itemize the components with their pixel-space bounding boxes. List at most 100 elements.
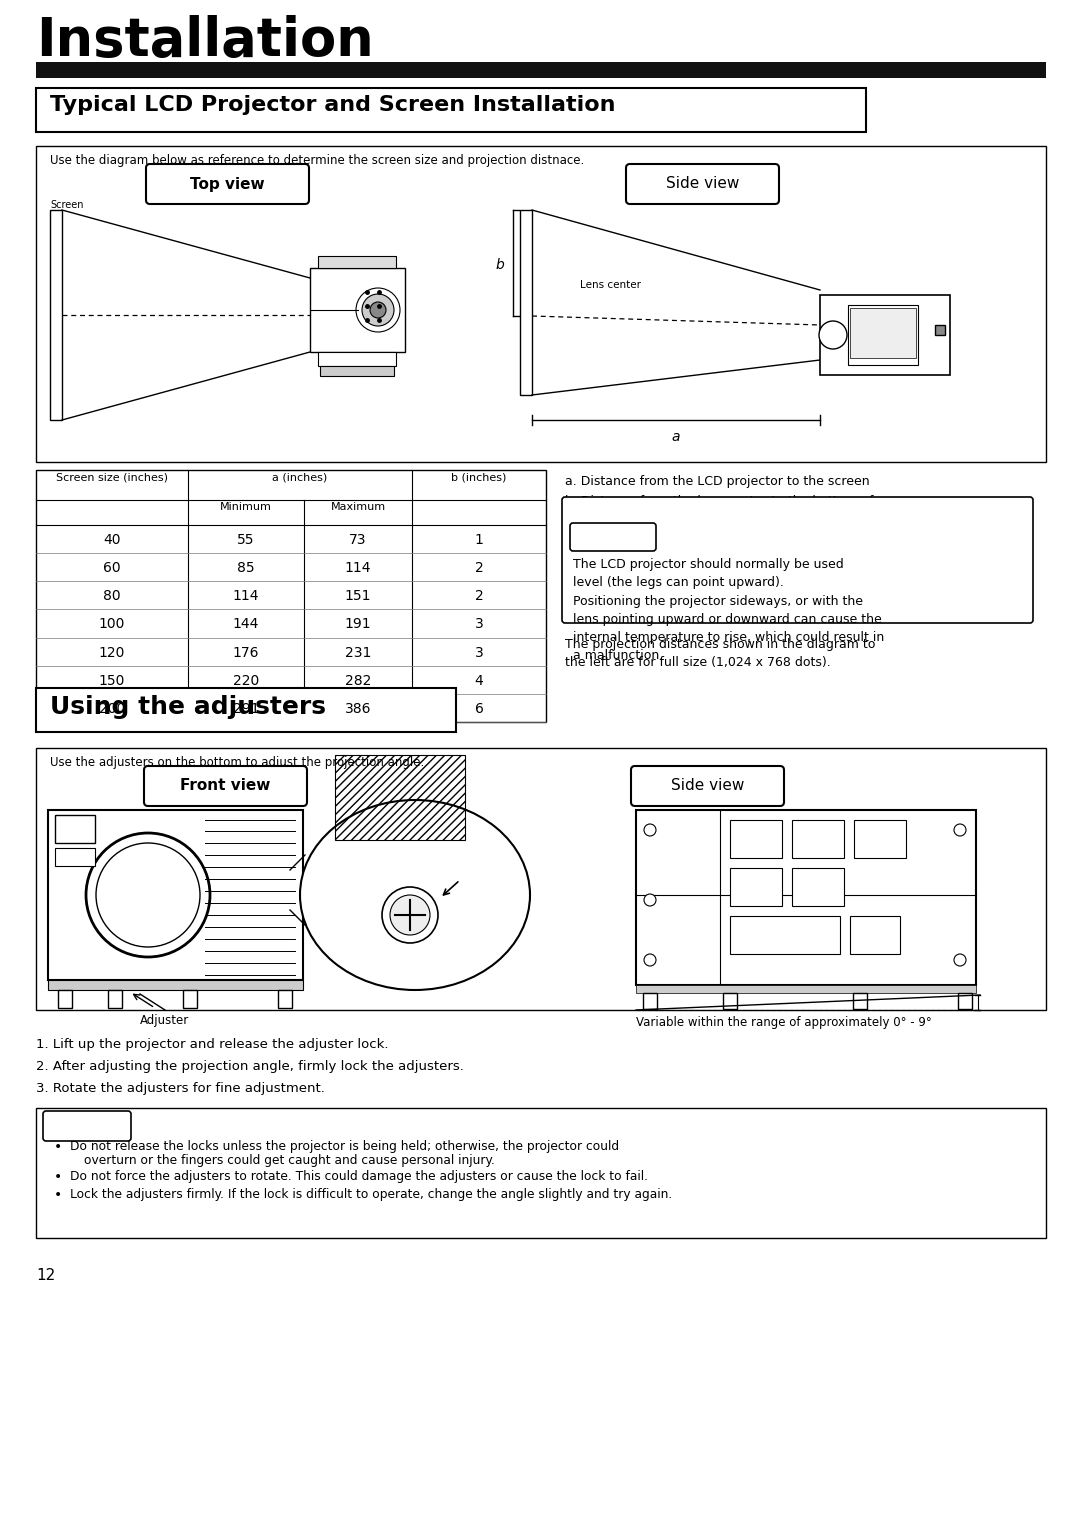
Text: 114: 114 (345, 561, 372, 575)
Text: 55: 55 (238, 533, 255, 547)
Text: Do not force the adjusters to rotate. This could damage the adjusters or cause t: Do not force the adjusters to rotate. Th… (70, 1170, 648, 1183)
Text: •: • (54, 1170, 63, 1184)
Bar (636, 986, 976, 993)
Text: 73: 73 (349, 533, 367, 547)
Text: Screen size (inches): Screen size (inches) (56, 474, 168, 483)
Text: b: b (496, 258, 504, 272)
Text: 200: 200 (99, 701, 125, 717)
Text: •: • (54, 1140, 63, 1154)
Circle shape (644, 824, 656, 836)
Bar (730, 868, 782, 906)
Bar (58, 990, 72, 1008)
Text: 60: 60 (104, 561, 121, 575)
Text: Variable within the range of approximately 0° - 9°: Variable within the range of approximate… (636, 1016, 932, 1028)
Text: 1. Lift up the projector and release the adjuster lock.: 1. Lift up the projector and release the… (36, 1038, 389, 1051)
Text: Caution: Caution (64, 1115, 112, 1129)
Circle shape (644, 894, 656, 906)
Circle shape (96, 843, 200, 947)
Text: 40: 40 (104, 533, 121, 547)
Text: b (inches): b (inches) (451, 474, 507, 483)
Text: Side view: Side view (671, 778, 744, 793)
Text: 144: 144 (233, 617, 259, 631)
Bar (36, 1108, 1047, 1238)
Text: 80: 80 (104, 590, 121, 604)
Circle shape (954, 953, 966, 966)
Bar (730, 915, 840, 953)
Bar (730, 821, 782, 859)
Circle shape (954, 824, 966, 836)
Bar (820, 295, 950, 374)
Bar (278, 990, 292, 1008)
Text: b. Distance from the lens center to the bottom of: b. Distance from the lens center to the … (565, 495, 874, 507)
FancyBboxPatch shape (570, 523, 656, 552)
Text: 191: 191 (345, 617, 372, 631)
Bar (958, 993, 972, 1008)
Text: Use the diagram below as reference to determine the screen size and projection d: Use the diagram below as reference to de… (50, 154, 584, 167)
Text: 282: 282 (345, 674, 372, 688)
Text: 114: 114 (233, 590, 259, 604)
Text: 176: 176 (233, 646, 259, 660)
Bar (36, 89, 866, 131)
Ellipse shape (300, 801, 530, 990)
Bar (183, 990, 197, 1008)
Text: Screen: Screen (50, 200, 83, 209)
Text: the screen (a,b : +/-10%).: the screen (a,b : +/-10%). (583, 513, 758, 526)
Bar (50, 209, 62, 420)
Text: Top view: Top view (190, 177, 265, 191)
Bar (36, 471, 546, 723)
Bar (853, 993, 867, 1008)
Text: 3. Rotate the adjusters for fine adjustment.: 3. Rotate the adjusters for fine adjustm… (36, 1082, 325, 1096)
Text: Minimum: Minimum (220, 503, 272, 512)
Text: 3: 3 (474, 646, 484, 660)
Text: a: a (672, 429, 680, 445)
Text: 2: 2 (474, 561, 484, 575)
Text: 85: 85 (238, 561, 255, 575)
Bar (850, 309, 916, 358)
Circle shape (390, 895, 430, 935)
Circle shape (86, 833, 210, 957)
Text: a (inches): a (inches) (272, 474, 327, 483)
Circle shape (382, 886, 438, 943)
Bar (643, 993, 657, 1008)
Text: 386: 386 (345, 701, 372, 717)
Text: 2: 2 (474, 590, 484, 604)
Bar (55, 848, 95, 866)
Bar (36, 749, 1047, 1010)
FancyBboxPatch shape (146, 163, 309, 205)
Text: 100: 100 (98, 617, 125, 631)
Bar (36, 688, 456, 732)
Text: 150: 150 (98, 674, 125, 688)
Text: a. Distance from the LCD projector to the screen: a. Distance from the LCD projector to th… (565, 475, 869, 487)
Bar (854, 821, 906, 859)
Text: 120: 120 (98, 646, 125, 660)
Text: 2. After adjusting the projection angle, firmly lock the adjusters.: 2. After adjusting the projection angle,… (36, 1060, 464, 1073)
Text: 1: 1 (474, 533, 484, 547)
FancyBboxPatch shape (631, 766, 784, 805)
Bar (519, 209, 532, 396)
Text: Lens center: Lens center (580, 280, 642, 290)
Bar (636, 810, 976, 986)
Text: 6: 6 (474, 701, 484, 717)
Text: Using the adjusters: Using the adjusters (50, 695, 326, 720)
Circle shape (362, 293, 394, 325)
Text: ⚠: ⚠ (50, 1115, 62, 1129)
Text: Typical LCD Projector and Screen Installation: Typical LCD Projector and Screen Install… (50, 95, 616, 115)
Bar (320, 367, 394, 376)
Text: Front view: Front view (180, 778, 271, 793)
Text: 220: 220 (233, 674, 259, 688)
Text: Do not release the locks unless the projector is being held; otherwise, the proj: Do not release the locks unless the proj… (70, 1140, 619, 1154)
Circle shape (356, 287, 400, 332)
Bar (848, 306, 918, 365)
Bar (36, 63, 1047, 78)
Bar (48, 810, 303, 979)
Text: 12: 12 (36, 1268, 55, 1284)
Bar (318, 351, 396, 367)
Bar (723, 993, 737, 1008)
Text: Adjuster: Adjuster (140, 1015, 190, 1027)
Text: 3: 3 (474, 617, 484, 631)
Text: Side view: Side view (665, 177, 739, 191)
Text: 4: 4 (474, 674, 484, 688)
Text: Installation: Installation (36, 15, 374, 67)
Bar (850, 915, 900, 953)
Text: overturn or the fingers could get caught and cause personal injury.: overturn or the fingers could get caught… (84, 1154, 495, 1167)
